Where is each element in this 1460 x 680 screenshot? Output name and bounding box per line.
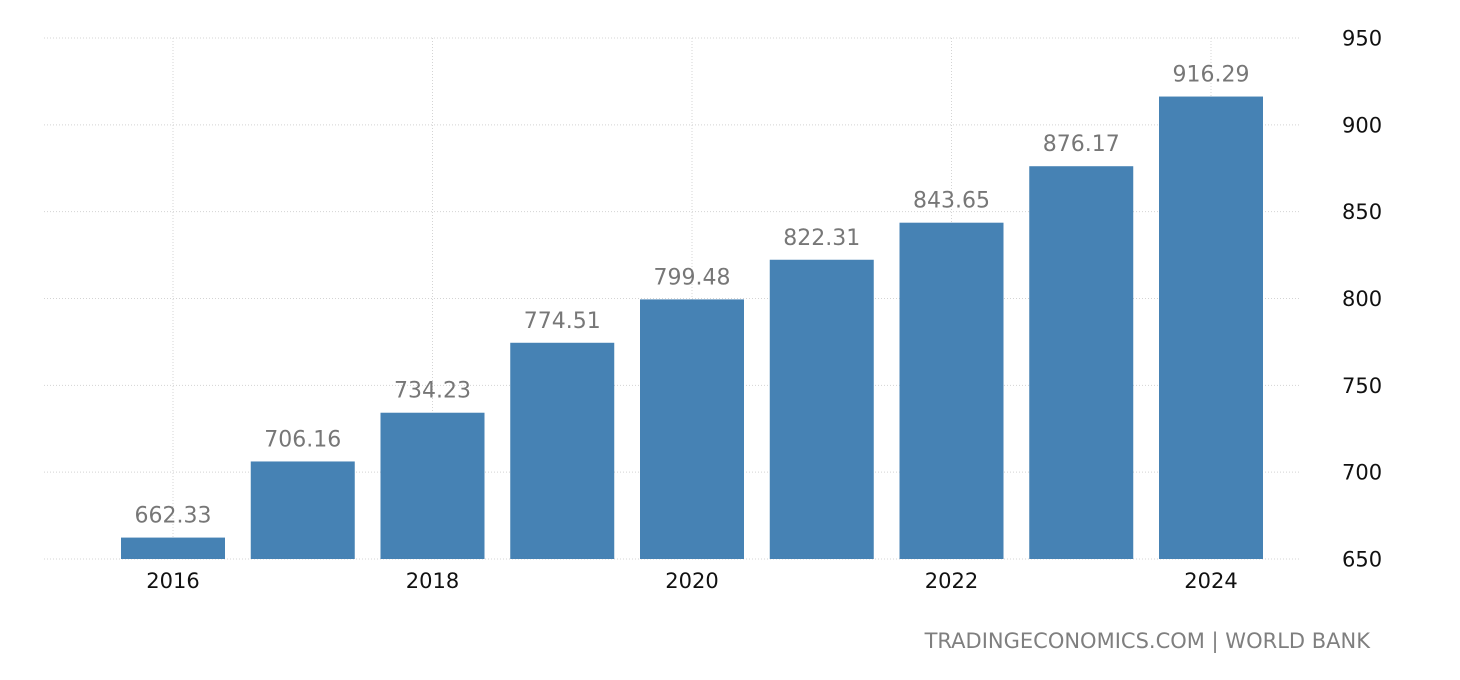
y-tick-label-700: 700: [1342, 461, 1382, 485]
x-tick-label-2022: 2022: [925, 569, 978, 593]
bar-2022: [899, 222, 1004, 559]
bar-2017: [250, 461, 355, 559]
bar-2023: [1029, 166, 1134, 560]
bar-value-label-2016: 662.33: [135, 504, 212, 529]
bar-value-label-2018: 734.23: [394, 379, 471, 404]
bar-2016: [121, 537, 225, 559]
y-tick-label-650: 650: [1342, 548, 1382, 572]
x-tick-label-2024: 2024: [1184, 569, 1237, 593]
source-credit: TRADINGECONOMICS.COM | WORLD BANK: [924, 629, 1370, 653]
bar-value-label-2021: 822.31: [783, 226, 860, 251]
bar-value-label-2017: 706.16: [264, 427, 341, 452]
bar-2024: [1159, 96, 1263, 559]
bar-2018: [380, 412, 485, 559]
x-tick-label-2018: 2018: [406, 569, 459, 593]
bar-value-label-2019: 774.51: [524, 309, 601, 334]
bar-value-label-2024: 916.29: [1173, 63, 1250, 88]
bar-value-label-2020: 799.48: [654, 265, 731, 290]
bar-value-label-2023: 876.17: [1043, 132, 1120, 157]
bar-2021: [769, 259, 874, 559]
y-axis-tick-labels: 650 700 750 800 850 900 950: [1342, 27, 1382, 572]
y-tick-label-750: 750: [1342, 374, 1382, 398]
y-tick-label-850: 850: [1342, 200, 1382, 224]
y-tick-label-950: 950: [1342, 27, 1382, 51]
bar-value-label-2022: 843.65: [913, 189, 990, 214]
y-tick-label-900: 900: [1342, 113, 1382, 137]
bar-value-labels: 662.33 706.16 734.23 774.51 799.48 822.31 843.…: [135, 63, 1250, 529]
x-axis-tick-labels: 2016 2018 2020 2022 2024: [146, 569, 1237, 593]
y-tick-label-800: 800: [1342, 287, 1382, 311]
x-tick-label-2016: 2016: [146, 569, 199, 593]
bar-2020: [640, 299, 744, 559]
bar-2019: [510, 342, 615, 559]
x-tick-label-2020: 2020: [665, 569, 718, 593]
bar-series: [121, 96, 1263, 560]
